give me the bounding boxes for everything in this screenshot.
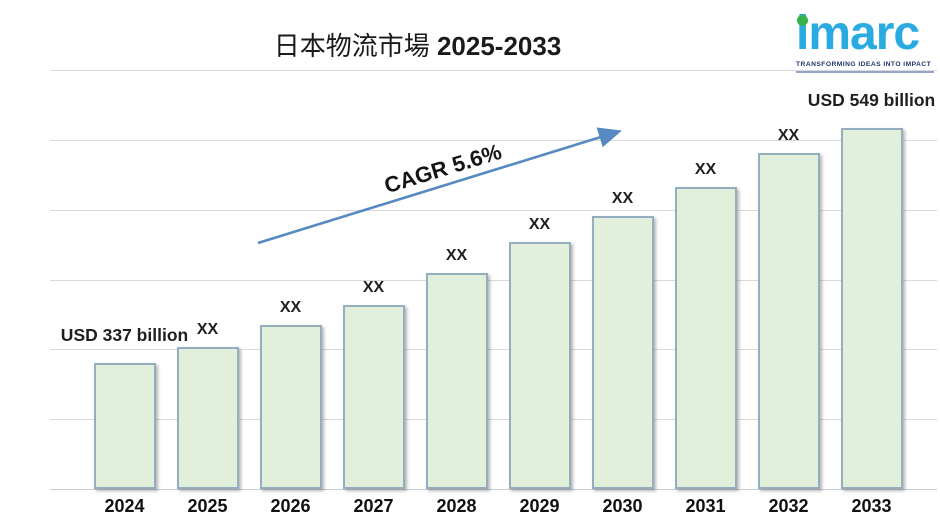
bar-2027	[342, 305, 405, 489]
bar-placeholder-label-2026: XX	[279, 299, 302, 316]
bar-2031	[674, 187, 737, 489]
gridline	[50, 349, 937, 351]
x-axis-label-2031: 2031	[685, 496, 726, 516]
x-axis-baseline	[50, 489, 937, 490]
bar-2028	[425, 273, 488, 489]
x-axis-label-2033: 2033	[851, 496, 892, 516]
bar-2032	[757, 153, 820, 489]
gridline	[50, 279, 937, 281]
imarc-logo-green-dot-icon	[797, 15, 808, 26]
imarc-wordmark: imarc	[796, 8, 934, 60]
bar-2025	[176, 347, 239, 489]
bar-placeholder-label-2032: XX	[777, 127, 800, 144]
bar-2033	[840, 128, 903, 489]
chart-title: 日本物流市場 2025-2033	[0, 26, 835, 63]
imarc-tagline: TRANSFORMING IDEAS INTO IMPACT	[796, 61, 934, 73]
bar-2030	[591, 216, 654, 489]
bar-column-2033: USD 549 billion 2033	[808, 70, 935, 515]
bar-column-2026: XX 2026	[249, 70, 332, 515]
x-axis-label-2024: 2024	[104, 496, 145, 516]
bar-placeholder-label-2027: XX	[362, 279, 385, 296]
bar-placeholder-label-2028: XX	[445, 247, 468, 264]
bar-2029	[508, 242, 571, 489]
bar-column-2029: XX 2029	[498, 70, 581, 515]
bars-container: USD 337 billion 2024 XX 2025 XX 2026 XX 2027 XX 2…	[61, 70, 935, 515]
x-axis-label-2030: 2030	[602, 496, 643, 516]
x-axis-label-2026: 2026	[270, 496, 311, 516]
bar-placeholder-label-2029: XX	[528, 216, 551, 233]
bar-column-2032: XX 2032	[747, 70, 830, 515]
bar-2024	[93, 363, 156, 489]
bar-value-label-2024: USD 337 billion	[60, 324, 189, 345]
imarc-wordmark-text: imarc	[796, 7, 920, 60]
bar-placeholder-label-2025: XX	[196, 321, 219, 338]
x-axis-label-2029: 2029	[519, 496, 560, 516]
chart-title-year-range: 2025-2033	[436, 31, 562, 61]
gridline	[50, 70, 937, 71]
chart-title-japanese: 日本物流市場	[273, 31, 430, 61]
bar-column-2027: XX 2027	[332, 70, 415, 515]
bar-placeholder-label-2031: XX	[694, 161, 717, 178]
x-axis-label-2027: 2027	[353, 496, 394, 516]
bar-column-2031: XX 2031	[664, 70, 747, 515]
x-axis-label-2025: 2025	[187, 496, 228, 516]
x-axis-label-2028: 2028	[436, 496, 477, 516]
bar-value-label-2033: USD 549 billion	[807, 89, 936, 110]
gridline	[50, 419, 937, 421]
bar-column-2024: USD 337 billion 2024	[61, 70, 188, 515]
bar-2026	[259, 325, 322, 489]
x-axis-label-2032: 2032	[768, 496, 809, 516]
bar-column-2028: XX 2028	[415, 70, 498, 515]
bar-column-2030: XX 2030	[581, 70, 664, 515]
bar-column-2025: XX 2025	[166, 70, 249, 515]
bar-placeholder-label-2030: XX	[611, 190, 634, 207]
imarc-logo: imarc TRANSFORMING IDEAS INTO IMPACT	[796, 8, 934, 73]
